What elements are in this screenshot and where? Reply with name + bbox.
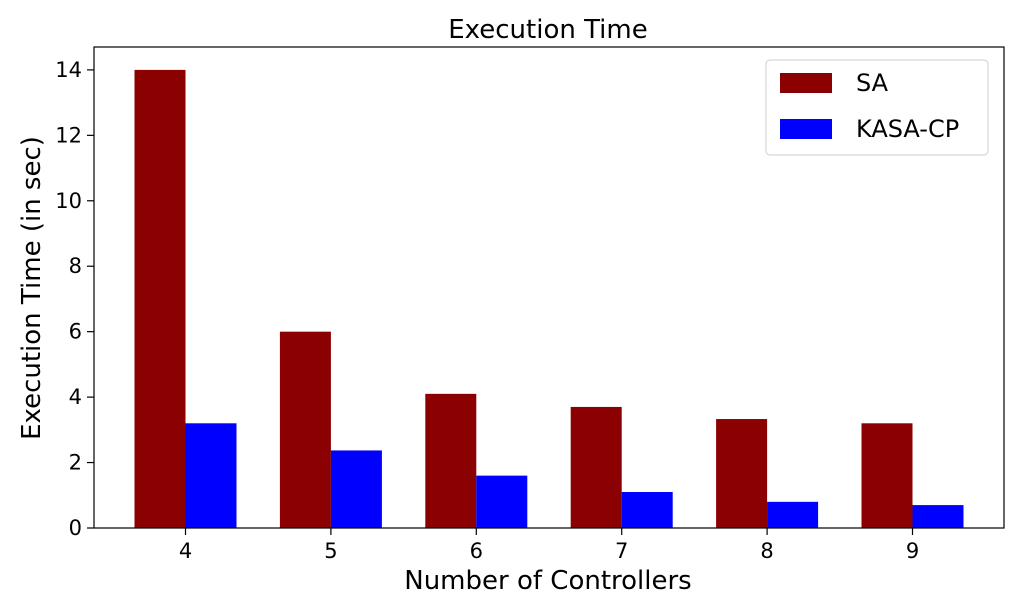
bar-kasa-cp-4 — [185, 423, 237, 528]
y-tick-label: 8 — [69, 254, 82, 278]
x-tick-label: 9 — [906, 539, 919, 563]
y-tick-label: 2 — [69, 451, 82, 475]
bar-sa-5 — [279, 331, 331, 528]
x-tick-label: 5 — [324, 539, 337, 563]
y-tick-label: 10 — [55, 189, 82, 213]
bar-kasa-cp-8 — [767, 501, 819, 528]
bar-sa-6 — [425, 393, 477, 528]
bar-kasa-cp-9 — [912, 505, 964, 528]
y-tick-label: 14 — [55, 58, 82, 82]
bar-sa-7 — [570, 406, 622, 528]
bar-sa-9 — [861, 423, 913, 528]
y-axis-label: Execution Time (in sec) — [17, 136, 47, 440]
y-tick-label: 0 — [69, 516, 82, 540]
legend: SA KASA-CP — [765, 59, 989, 156]
x-axis-label: Number of Controllers — [404, 566, 691, 596]
legend-swatch-kasa-cp — [780, 119, 832, 139]
legend-label-kasa-cp: KASA-CP — [856, 115, 959, 143]
x-tick-label: 6 — [470, 539, 483, 563]
chart-title: Execution Time — [448, 15, 647, 45]
bars-layer — [134, 69, 964, 529]
ticks-layer: 4 5 6 7 8 9 0 2 4 6 8 10 12 14 — [55, 58, 919, 563]
bar-kasa-cp-6 — [476, 475, 528, 528]
plot-frame — [93, 46, 1005, 529]
bar-sa-8 — [716, 419, 768, 528]
x-tick-label: 8 — [760, 539, 773, 563]
legend-swatch-sa — [780, 73, 832, 93]
bar-kasa-cp-7 — [621, 492, 673, 528]
x-tick-label: 7 — [615, 539, 628, 563]
bar-kasa-cp-5 — [330, 450, 382, 528]
y-tick-label: 6 — [69, 320, 82, 344]
bar-sa-4 — [134, 69, 186, 529]
y-tick-label: 12 — [55, 123, 82, 147]
x-tick-label: 4 — [179, 539, 192, 563]
y-tick-label: 4 — [69, 385, 82, 409]
legend-label-sa: SA — [856, 69, 889, 97]
